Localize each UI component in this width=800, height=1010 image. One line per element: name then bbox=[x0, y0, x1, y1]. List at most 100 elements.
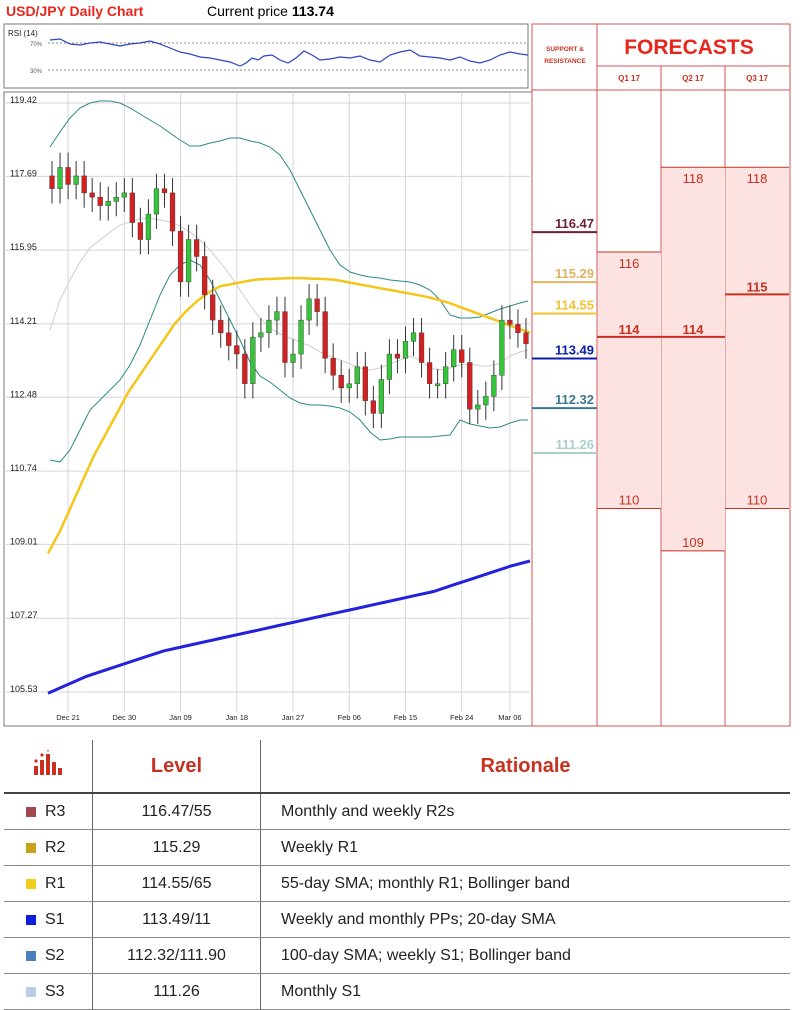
price-chart: RSI (14) 70% 30% 119.42 117.69 115.95 114.2… bbox=[3, 23, 791, 727]
level-value-cell: 112.32/111.90 bbox=[92, 937, 261, 974]
forecast-high-label: 116 bbox=[619, 256, 640, 271]
rationale-column-header: Rationale bbox=[260, 740, 790, 794]
rsi-upper-label: 70% bbox=[30, 42, 43, 48]
candle-body bbox=[121, 192, 127, 198]
rsi-line bbox=[49, 38, 529, 67]
candle bbox=[378, 364, 384, 429]
forecast-bold-label: 114 bbox=[619, 322, 641, 337]
candle bbox=[346, 368, 352, 403]
candle bbox=[137, 207, 143, 255]
x-tick-label: Feb 15 bbox=[394, 713, 417, 722]
candle bbox=[218, 305, 224, 348]
forecast-range bbox=[598, 252, 661, 509]
candle bbox=[113, 182, 119, 217]
candle bbox=[467, 347, 473, 425]
candle bbox=[145, 199, 152, 255]
x-tick-label: Feb 06 bbox=[338, 713, 361, 722]
candle bbox=[362, 351, 368, 416]
level-name-cell: R2 bbox=[4, 829, 93, 866]
candle-body bbox=[491, 375, 497, 397]
candle bbox=[443, 351, 449, 399]
candle-body bbox=[499, 319, 505, 376]
y-tick-label: 107.27 bbox=[10, 610, 38, 620]
table-row: R1 114.55/65 55-day SMA; monthly R1; Bolli… bbox=[4, 865, 790, 902]
rationale-cell: Weekly and monthly PPs; 20-day SMA bbox=[260, 901, 790, 938]
candle-body bbox=[515, 324, 521, 334]
candle bbox=[202, 241, 208, 310]
sma100-line bbox=[47, 559, 531, 695]
candle bbox=[451, 334, 457, 382]
forecast-low-label: 110 bbox=[619, 492, 640, 507]
candle-body bbox=[202, 256, 208, 295]
candle bbox=[306, 284, 312, 335]
bollinger-upper bbox=[49, 100, 529, 319]
forecast-low-label: 109 bbox=[682, 535, 704, 550]
level-label-r1: 114.55 bbox=[555, 298, 594, 313]
y-tick-label: 110.74 bbox=[10, 463, 37, 473]
candle-body bbox=[338, 375, 344, 389]
table-row: R3 116.47/55 Monthly and weekly R2s bbox=[4, 793, 790, 830]
candle-body bbox=[443, 366, 449, 384]
bar-chart-icon bbox=[34, 750, 62, 775]
forecast-range bbox=[726, 167, 789, 509]
x-tick-label: Jan 09 bbox=[169, 713, 192, 722]
candle bbox=[177, 216, 184, 297]
candle bbox=[394, 339, 401, 374]
candle bbox=[97, 182, 103, 221]
candle-body bbox=[113, 196, 119, 202]
candle bbox=[507, 305, 513, 340]
candle-body bbox=[73, 175, 79, 185]
candle-body bbox=[105, 201, 111, 206]
candle bbox=[475, 390, 481, 425]
y-tick-label: 109.01 bbox=[10, 536, 38, 546]
candle-body bbox=[81, 175, 87, 194]
candle bbox=[515, 309, 521, 348]
candle-body bbox=[523, 332, 529, 345]
y-tick-label: 115.95 bbox=[10, 242, 37, 252]
candle-body bbox=[218, 319, 224, 334]
candle bbox=[105, 186, 111, 221]
level-name: S3 bbox=[45, 982, 65, 1000]
level-name-cell: S1 bbox=[4, 901, 93, 938]
table-row: S2 112.32/111.90 100-day SMA; weekly S1; B… bbox=[4, 937, 790, 974]
candle-body bbox=[57, 167, 63, 189]
candle bbox=[523, 317, 529, 359]
forecasts-title: FORECASTS bbox=[624, 36, 754, 59]
candle-body bbox=[161, 188, 168, 194]
candle bbox=[121, 178, 127, 212]
table-row: S3 111.26 Monthly S1 bbox=[4, 973, 790, 1010]
candle-body bbox=[89, 192, 95, 198]
candle bbox=[499, 305, 505, 391]
level-name-cell: S3 bbox=[4, 973, 93, 1010]
level-color-swatch bbox=[26, 806, 36, 817]
candle-body bbox=[507, 319, 513, 325]
candle bbox=[370, 385, 376, 429]
candle bbox=[426, 347, 433, 399]
support-resistance-label-1: SUPPORT & bbox=[546, 46, 584, 53]
candle bbox=[483, 381, 489, 420]
candle bbox=[266, 305, 272, 348]
levels-table: Level Rationale R3 116.47/55 Monthly and w… bbox=[4, 740, 790, 1010]
candle bbox=[282, 296, 288, 378]
forecast-low-label: 110 bbox=[747, 492, 768, 507]
candle bbox=[49, 161, 55, 204]
current-price-value: 113.74 bbox=[291, 3, 334, 19]
candle-body bbox=[137, 222, 143, 240]
rsi-lower-label: 30% bbox=[30, 69, 43, 75]
candle-body bbox=[194, 239, 200, 257]
candle-body bbox=[402, 341, 409, 359]
candle bbox=[258, 317, 264, 352]
candle-body bbox=[97, 196, 103, 206]
level-value-cell: 113.49/11 bbox=[92, 901, 261, 938]
candle-body bbox=[49, 175, 55, 189]
y-tick-label: 112.48 bbox=[10, 389, 37, 399]
level-name: R2 bbox=[45, 838, 66, 856]
candle-body bbox=[410, 332, 417, 342]
candle bbox=[402, 326, 409, 374]
candle-body bbox=[145, 213, 152, 240]
candle-body bbox=[65, 167, 71, 185]
level-name-cell: R1 bbox=[4, 865, 93, 902]
sma55-line bbox=[46, 276, 531, 554]
candle-body bbox=[250, 336, 256, 384]
candle bbox=[153, 173, 160, 229]
